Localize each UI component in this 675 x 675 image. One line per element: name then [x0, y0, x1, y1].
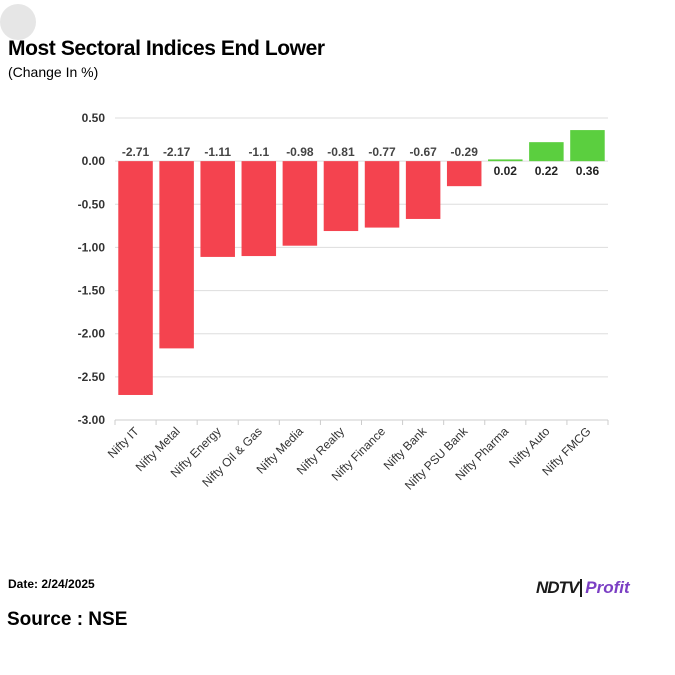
y-tick-label: -2.50	[78, 370, 106, 384]
y-tick-label: -0.50	[78, 197, 106, 211]
y-tick-label: -3.00	[78, 413, 106, 427]
data-label: -0.67	[409, 145, 437, 159]
corner-decoration	[0, 4, 36, 40]
data-label: 0.02	[494, 164, 518, 178]
source-label: Source : NSE	[7, 609, 128, 630]
data-label: -0.29	[451, 145, 479, 159]
logo-separator	[580, 579, 583, 597]
bar-nifty-media	[282, 161, 318, 246]
logo-brand: NDTV	[536, 578, 579, 597]
logo-product: Profit	[585, 578, 630, 597]
date-label: Date: 2/24/2025	[8, 577, 95, 591]
ndtv-profit-logo: NDTV Profit	[536, 577, 630, 599]
bar-nifty-oil-gas	[241, 161, 277, 257]
x-tick-label: Nifty IT	[105, 424, 142, 461]
bar-nifty-energy	[200, 161, 235, 257]
y-tick-label: 0.50	[82, 111, 106, 125]
bar-nifty-realty	[323, 161, 359, 232]
data-label: -1.11	[204, 145, 231, 159]
data-label: -0.81	[327, 145, 355, 159]
y-tick-label: -2.00	[78, 327, 106, 341]
bar-chart: 0.50 0.00 -0.50 -1.00 -1.50 -2.00 -2.50 -3.00 -2…	[78, 111, 609, 493]
bar-nifty-psu-bank	[446, 161, 482, 187]
bar-nifty-metal	[159, 161, 194, 349]
data-label: -2.71	[122, 145, 150, 159]
data-label: 0.36	[576, 164, 600, 178]
data-label: -1.1	[248, 145, 269, 159]
chart-title: Most Sectoral Indices End Lower	[8, 37, 325, 60]
bar-nifty-fmcg	[570, 130, 605, 162]
data-label: -0.98	[286, 145, 314, 159]
data-label: 0.22	[535, 164, 559, 178]
data-label: -2.17	[163, 145, 191, 159]
y-tick-label: -1.50	[78, 284, 106, 298]
chart-subtitle: (Change In %)	[8, 64, 99, 80]
bar-nifty-finance	[364, 161, 400, 228]
bar-nifty-auto	[529, 142, 564, 162]
data-label: -0.77	[368, 145, 396, 159]
bar-nifty-pharma	[488, 159, 523, 162]
y-tick-label: 0.00	[82, 154, 106, 168]
y-tick-label: -1.00	[78, 240, 106, 254]
bar-nifty-bank	[405, 161, 441, 219]
bar-nifty-it	[118, 161, 153, 395]
